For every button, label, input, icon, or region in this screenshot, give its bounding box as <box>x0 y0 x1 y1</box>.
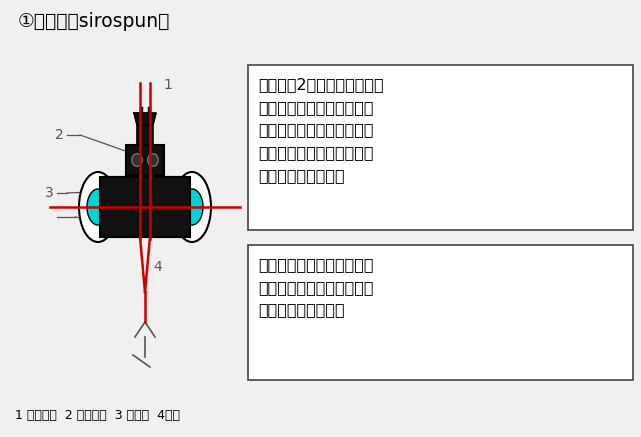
Ellipse shape <box>87 189 109 225</box>
Ellipse shape <box>79 172 117 242</box>
Bar <box>100 177 190 237</box>
Text: 4: 4 <box>153 260 162 274</box>
Text: 1 粗纱须条  2 前集合器  3 前罗拉  4纱线: 1 粗纱须条 2 前集合器 3 前罗拉 4纱线 <box>15 409 180 422</box>
Bar <box>137 125 153 145</box>
Bar <box>248 245 633 380</box>
Text: 特征：有线的特征，表面较
光洁、毛羽少、内松外紧，
弹性好、耐磨性高。: 特征：有线的特征，表面较 光洁、毛羽少、内松外紧， 弹性好、耐磨性高。 <box>258 257 374 318</box>
Bar <box>248 65 633 230</box>
Text: 3: 3 <box>45 186 54 200</box>
Ellipse shape <box>147 154 158 166</box>
Ellipse shape <box>173 172 211 242</box>
Text: ①赛络纺（sirospun）: ①赛络纺（sirospun） <box>18 12 171 31</box>
Ellipse shape <box>132 154 142 166</box>
Polygon shape <box>134 113 156 125</box>
Text: 原理：将2根粗纱以一定间距
平行引入细纱机犏伸区内，
同时犏伸，并在集束三角区
内汇合加捿形成单纱，须条
和纱均有同向捿度。: 原理：将2根粗纱以一定间距 平行引入细纱机犏伸区内， 同时犏伸，并在集束三角区 … <box>258 77 383 183</box>
Bar <box>126 145 164 175</box>
Bar <box>100 177 190 237</box>
Text: 2: 2 <box>55 128 63 142</box>
Text: 1: 1 <box>163 78 172 92</box>
Ellipse shape <box>181 189 203 225</box>
